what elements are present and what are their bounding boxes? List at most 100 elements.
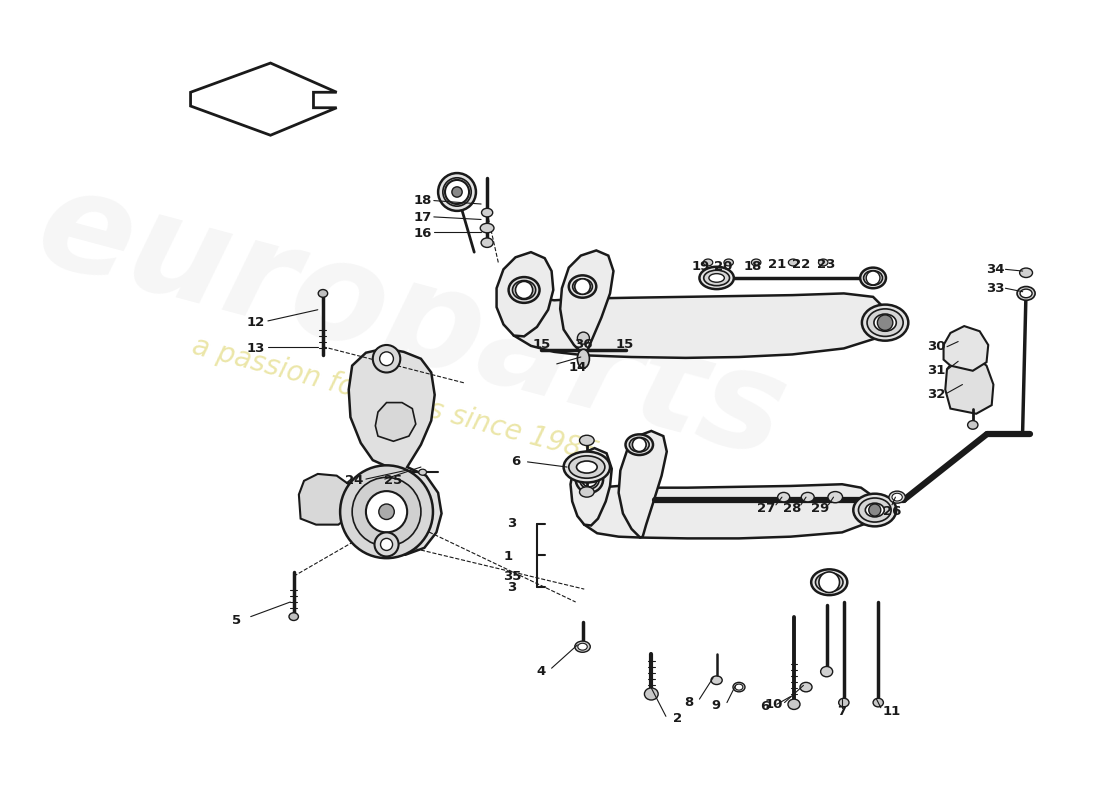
Text: 36: 36: [574, 338, 593, 351]
Ellipse shape: [892, 494, 902, 501]
Ellipse shape: [867, 309, 903, 336]
Text: 16: 16: [414, 226, 432, 240]
Polygon shape: [945, 355, 993, 414]
Polygon shape: [618, 431, 667, 538]
Ellipse shape: [580, 469, 600, 489]
Ellipse shape: [860, 268, 886, 288]
Text: 22: 22: [792, 258, 810, 270]
Ellipse shape: [1020, 268, 1033, 278]
Circle shape: [352, 478, 421, 546]
Text: 11: 11: [883, 705, 901, 718]
Ellipse shape: [1020, 289, 1032, 298]
Ellipse shape: [703, 259, 713, 266]
Ellipse shape: [569, 275, 596, 298]
Text: 7: 7: [837, 705, 847, 718]
Ellipse shape: [873, 314, 896, 331]
Text: 32: 32: [927, 388, 946, 402]
Ellipse shape: [708, 274, 725, 282]
Text: 26: 26: [883, 506, 901, 518]
Ellipse shape: [443, 178, 471, 206]
Circle shape: [373, 345, 400, 373]
Ellipse shape: [569, 456, 605, 478]
Text: 6: 6: [760, 700, 769, 714]
Text: 4: 4: [537, 665, 546, 678]
Ellipse shape: [481, 223, 494, 233]
Text: 8: 8: [684, 696, 694, 709]
Text: 6: 6: [510, 455, 520, 468]
Ellipse shape: [482, 208, 493, 217]
Text: 21: 21: [768, 258, 785, 270]
Text: 20: 20: [714, 260, 733, 274]
Ellipse shape: [788, 699, 800, 710]
Ellipse shape: [575, 466, 603, 493]
Ellipse shape: [580, 487, 594, 497]
Polygon shape: [560, 250, 614, 355]
Ellipse shape: [873, 698, 883, 707]
Ellipse shape: [858, 498, 891, 522]
Ellipse shape: [735, 684, 743, 690]
Text: 5: 5: [232, 614, 242, 626]
Ellipse shape: [419, 469, 427, 475]
Text: 28: 28: [783, 502, 802, 515]
Text: 30: 30: [927, 340, 946, 354]
Ellipse shape: [580, 435, 594, 446]
Ellipse shape: [438, 173, 476, 211]
Text: 3: 3: [507, 581, 517, 594]
Ellipse shape: [889, 491, 905, 503]
Ellipse shape: [704, 270, 729, 286]
Polygon shape: [496, 252, 553, 336]
Ellipse shape: [481, 238, 493, 247]
Text: 29: 29: [811, 502, 829, 515]
Text: 14: 14: [569, 361, 586, 374]
Ellipse shape: [629, 438, 649, 452]
Ellipse shape: [575, 641, 591, 652]
Circle shape: [378, 504, 394, 519]
Ellipse shape: [866, 503, 884, 517]
Circle shape: [869, 504, 881, 516]
Text: 25: 25: [384, 474, 403, 487]
Circle shape: [582, 471, 597, 487]
Ellipse shape: [289, 613, 298, 621]
Ellipse shape: [318, 290, 328, 298]
Text: 18: 18: [414, 194, 432, 207]
Text: 3: 3: [507, 518, 517, 530]
Ellipse shape: [578, 350, 590, 368]
Polygon shape: [944, 326, 988, 370]
Text: 13: 13: [246, 342, 265, 355]
Ellipse shape: [711, 676, 723, 685]
Ellipse shape: [573, 278, 593, 294]
Text: 17: 17: [414, 211, 432, 224]
Circle shape: [379, 352, 394, 366]
Circle shape: [446, 180, 469, 204]
Circle shape: [340, 466, 433, 558]
Ellipse shape: [578, 643, 587, 650]
Text: 35: 35: [503, 570, 521, 582]
Ellipse shape: [854, 494, 896, 526]
Ellipse shape: [733, 682, 745, 692]
Polygon shape: [375, 402, 416, 442]
Ellipse shape: [778, 493, 790, 502]
Text: 15: 15: [534, 338, 551, 351]
Polygon shape: [299, 474, 352, 525]
Ellipse shape: [645, 688, 658, 700]
Text: 10: 10: [764, 698, 782, 710]
Circle shape: [381, 538, 393, 550]
Circle shape: [452, 187, 462, 197]
Text: 34: 34: [986, 263, 1004, 276]
Circle shape: [366, 491, 407, 532]
Circle shape: [632, 438, 646, 451]
Ellipse shape: [563, 451, 611, 482]
Text: 19: 19: [691, 260, 710, 274]
Ellipse shape: [815, 573, 843, 592]
Circle shape: [878, 315, 893, 330]
Ellipse shape: [801, 493, 814, 502]
Ellipse shape: [626, 434, 653, 455]
Polygon shape: [190, 63, 337, 135]
Ellipse shape: [789, 259, 797, 266]
Ellipse shape: [576, 461, 597, 473]
Ellipse shape: [811, 570, 847, 595]
Polygon shape: [571, 448, 612, 526]
Text: 9: 9: [712, 698, 720, 712]
Circle shape: [575, 278, 591, 294]
Text: 31: 31: [927, 364, 946, 378]
